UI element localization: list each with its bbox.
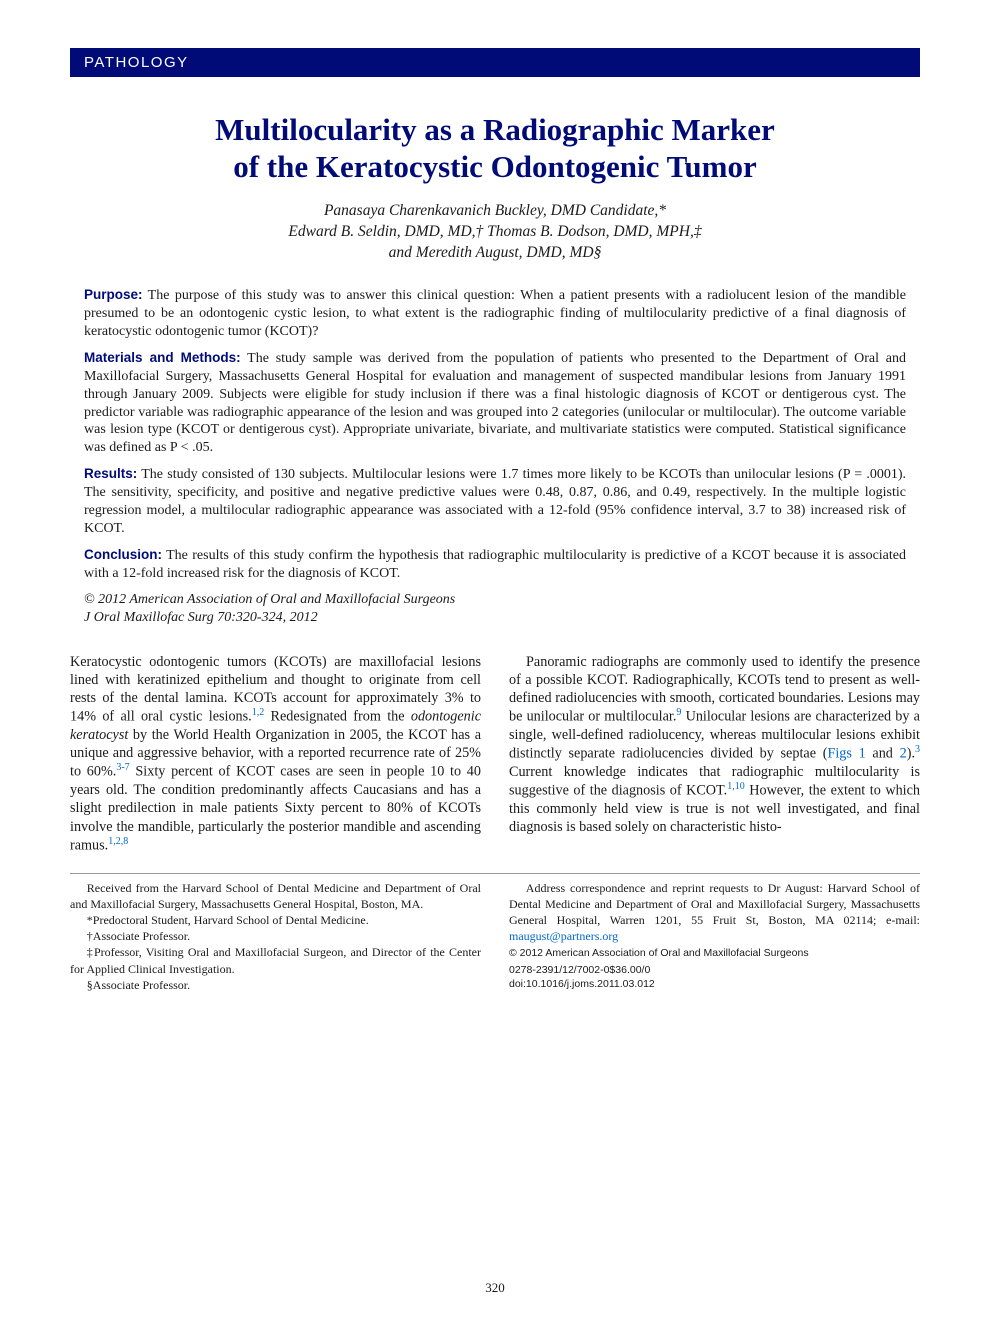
footnote-column-right: Address correspondence and reprint reque… <box>509 880 920 993</box>
results-text: The study consisted of 130 subjects. Mul… <box>84 467 906 536</box>
publisher-copyright: © 2012 American Association of Oral and … <box>509 946 920 960</box>
purpose-label: Purpose: <box>84 287 143 302</box>
author-line-1: Panasaya Charenkavanich Buckley, DMD Can… <box>324 202 666 219</box>
copyright-line: © 2012 American Association of Oral and … <box>84 591 906 609</box>
intro-paragraph-2: Panoramic radiographs are commonly used … <box>509 653 920 837</box>
conclusion-label: Conclusion: <box>84 547 162 562</box>
footnote-block: Received from the Harvard School of Dent… <box>70 873 920 993</box>
ref-link[interactable]: 3 <box>915 744 920 755</box>
ref-link[interactable]: 1,2 <box>252 707 265 718</box>
methods-label: Materials and Methods: <box>84 350 241 365</box>
abstract-methods: Materials and Methods: The study sample … <box>84 349 906 457</box>
article-title: Multilocularity as a Radiographic Marker… <box>70 111 920 185</box>
affiliation-1: *Predoctoral Student, Harvard School of … <box>70 912 481 928</box>
correspondence-email[interactable]: maugust@partners.org <box>509 929 618 943</box>
affiliation-received: Received from the Harvard School of Dent… <box>70 880 481 912</box>
ref-link[interactable]: 1,10 <box>727 781 745 792</box>
journal-citation: J Oral Maxillofac Surg 70:320-324, 2012 <box>84 609 906 627</box>
intro-paragraph-1: Keratocystic odontogenic tumors (KCOTs) … <box>70 653 481 855</box>
section-header-bar: PATHOLOGY <box>70 48 920 77</box>
footnote-column-left: Received from the Harvard School of Dent… <box>70 880 481 993</box>
issn-line: 0278-2391/12/7002-0$36.00/0 <box>509 963 920 977</box>
title-line-1: Multilocularity as a Radiographic Marker <box>215 112 775 147</box>
conclusion-text: The results of this study confirm the hy… <box>84 548 906 581</box>
section-label: PATHOLOGY <box>84 54 189 71</box>
abstract-results: Results: The study consisted of 130 subj… <box>84 465 906 538</box>
purpose-text: The purpose of this study was to answer … <box>84 288 906 339</box>
figure-link[interactable]: 2 <box>900 746 907 762</box>
body-column-left: Keratocystic odontogenic tumors (KCOTs) … <box>70 653 481 855</box>
author-line-2: Edward B. Seldin, DMD, MD,† Thomas B. Do… <box>288 223 701 240</box>
abstract-block: Purpose: The purpose of this study was t… <box>70 286 920 626</box>
methods-text: The study sample was derived from the po… <box>84 351 906 456</box>
figure-link[interactable]: Figs 1 <box>827 746 865 762</box>
ref-link[interactable]: 3-7 <box>116 762 129 773</box>
author-line-3: and Meredith August, DMD, MD§ <box>389 244 602 261</box>
doi-line: doi:10.1016/j.joms.2011.03.012 <box>509 977 920 991</box>
page-number: 320 <box>0 1280 990 1296</box>
author-block: Panasaya Charenkavanich Buckley, DMD Can… <box>70 201 920 264</box>
ref-link[interactable]: 1,2,8 <box>108 836 128 847</box>
body-columns: Keratocystic odontogenic tumors (KCOTs) … <box>70 653 920 855</box>
abstract-conclusion: Conclusion: The results of this study co… <box>84 546 906 583</box>
correspondence: Address correspondence and reprint reque… <box>509 880 920 945</box>
affiliation-3: ‡Professor, Visiting Oral and Maxillofac… <box>70 944 481 976</box>
affiliation-2: †Associate Professor. <box>70 928 481 944</box>
body-column-right: Panoramic radiographs are commonly used … <box>509 653 920 855</box>
results-label: Results: <box>84 466 137 481</box>
affiliation-4: §Associate Professor. <box>70 977 481 993</box>
title-line-2: of the Keratocystic Odontogenic Tumor <box>233 149 757 184</box>
abstract-purpose: Purpose: The purpose of this study was t… <box>84 286 906 341</box>
